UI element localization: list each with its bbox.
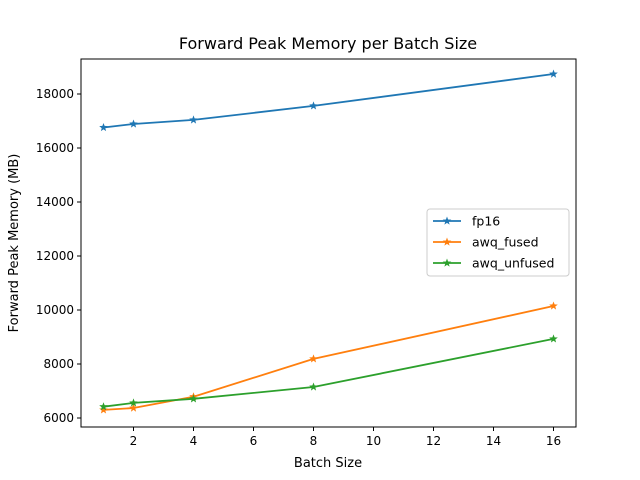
series-awq_unfused [99, 334, 558, 411]
y-tick-label: 18000 [36, 87, 74, 101]
data-point [129, 398, 138, 407]
data-point [129, 119, 138, 128]
legend-marker [442, 258, 452, 267]
x-tick-label: 8 [310, 434, 318, 448]
data-point [309, 101, 318, 110]
y-tick-label: 16000 [36, 141, 74, 155]
series-line [103, 338, 554, 408]
legend-label: fp16 [472, 214, 500, 229]
series-line [103, 305, 554, 411]
legend-label: awq_fused [472, 235, 539, 250]
data-point [189, 394, 198, 403]
data-point [309, 354, 318, 363]
series-awq_fused [99, 301, 558, 414]
legend-item: fp16 [433, 214, 500, 229]
data-point [549, 301, 558, 310]
legend-marker [442, 237, 452, 246]
legend-item: awq_fused [433, 235, 539, 250]
data-point [189, 115, 198, 124]
legend: fp16 awq_fused awq_unfused [426, 208, 570, 277]
x-tick-label: 14 [486, 434, 501, 448]
data-point [129, 403, 138, 412]
x-tick-label: 16 [546, 434, 561, 448]
x-tick-label: 2 [130, 434, 138, 448]
plot-frame [80, 58, 577, 428]
y-tick-label: 8000 [43, 357, 74, 371]
x-axis-label: Batch Size [294, 456, 362, 471]
chart-title: Forward Peak Memory per Batch Size [179, 34, 477, 53]
series-line [103, 73, 554, 129]
y-tick-label: 6000 [43, 411, 74, 425]
legend-item: awq_unfused [433, 256, 554, 271]
y-tick-label: 12000 [36, 249, 74, 263]
y-tick-label: 10000 [36, 303, 74, 317]
x-tick-label: 6 [250, 434, 258, 448]
x-tick-label: 10 [366, 434, 381, 448]
series-fp16 [99, 69, 558, 132]
data-point [99, 123, 108, 132]
y-tick-label: 14000 [36, 195, 74, 209]
y-axis-label: Forward Peak Memory (MB) [7, 154, 22, 333]
legend-label: awq_unfused [472, 256, 554, 271]
data-point [99, 402, 108, 411]
legend-box [426, 208, 570, 277]
data-point [309, 382, 318, 391]
data-point [549, 69, 558, 78]
x-tick-label: 12 [426, 434, 441, 448]
data-point [549, 334, 558, 343]
x-tick-label: 4 [190, 434, 198, 448]
legend-marker [442, 216, 452, 225]
data-point [99, 405, 108, 414]
